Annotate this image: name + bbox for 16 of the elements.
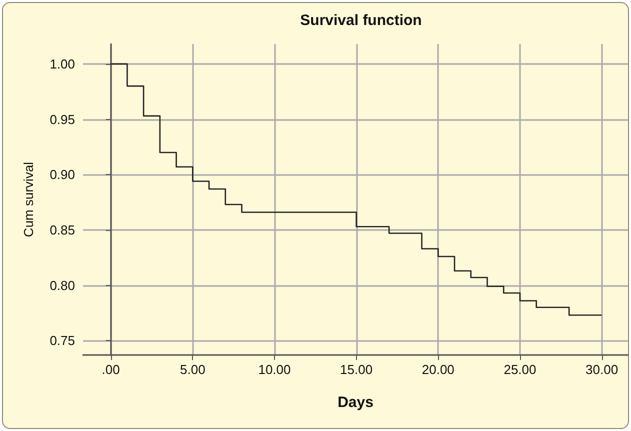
x-axis-title: Days	[338, 394, 374, 411]
y-tick-label: 1.00	[50, 56, 75, 72]
x-tick-label: 20.00	[422, 362, 454, 377]
y-axis-title: Cum survival	[21, 162, 36, 238]
x-tick-label: 30.00	[586, 362, 618, 377]
x-tick-label: 10.00	[258, 362, 291, 377]
chart-title: Survival function	[300, 12, 422, 29]
x-tick-label: 25.00	[504, 362, 536, 377]
y-tick-label: 0.80	[50, 278, 75, 293]
y-tick-label: 0.95	[50, 112, 75, 127]
y-tick-label: 0.90	[50, 167, 75, 182]
x-tick-label: 5.00	[180, 362, 206, 377]
y-tick-label: 0.75	[50, 333, 75, 348]
y-tick-label: 0.85	[50, 222, 75, 238]
x-tick-label: 15.00	[340, 362, 373, 377]
x-tick-label: .00	[102, 362, 120, 377]
